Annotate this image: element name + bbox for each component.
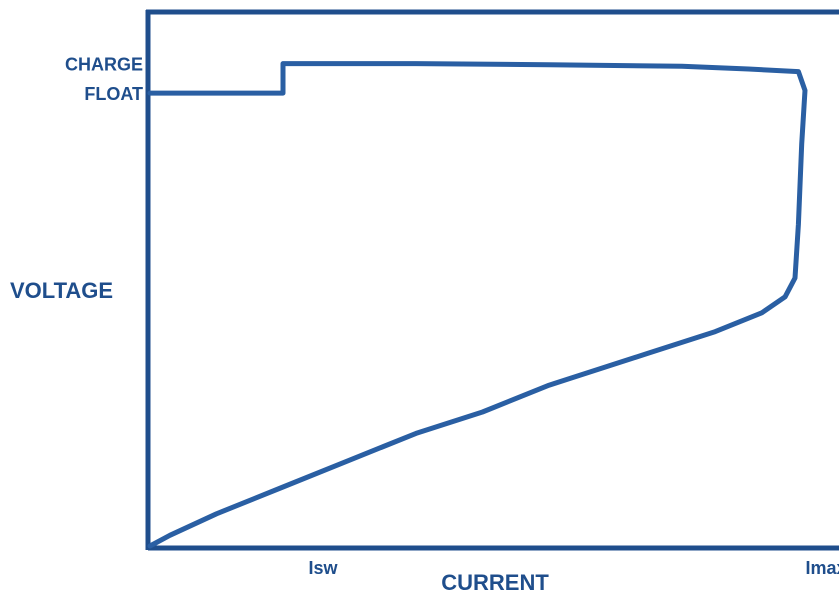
y-tick-labels: CHARGE FLOAT [65, 55, 143, 104]
series-line-0 [147, 61, 808, 549]
y-axis-label: VOLTAGE [10, 278, 113, 303]
x-axis-label: CURRENT [441, 570, 549, 595]
y-tick-label-float: FLOAT [84, 84, 143, 104]
x-tick-label-imax: Imax [805, 558, 839, 578]
x-tick-labels: Isw Imax [308, 558, 839, 578]
axes [145, 9, 839, 551]
y-tick-label-charge: CHARGE [65, 55, 143, 75]
x-tick-label-isw: Isw [308, 558, 338, 578]
series-layer [147, 61, 808, 549]
